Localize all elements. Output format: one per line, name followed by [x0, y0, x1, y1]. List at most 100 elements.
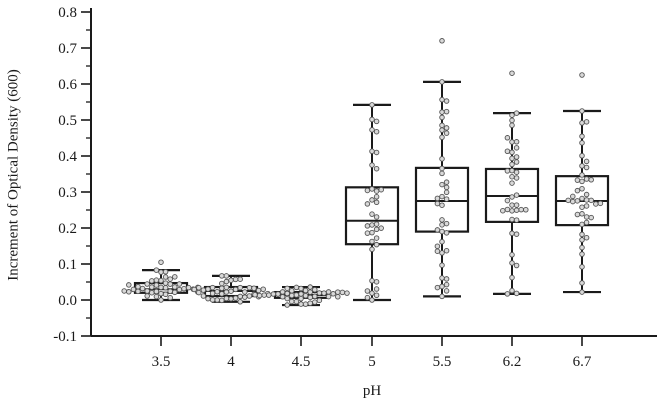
data-point	[579, 204, 585, 210]
data-point	[509, 230, 515, 237]
data-point	[439, 193, 445, 200]
data-point	[261, 292, 267, 298]
data-point	[214, 288, 220, 295]
data-point	[275, 291, 281, 297]
data-point	[172, 289, 178, 296]
data-point	[574, 187, 581, 194]
data-point	[223, 289, 230, 295]
data-point	[443, 130, 450, 136]
data-point	[246, 284, 253, 291]
y-tick-label: 0.0	[58, 293, 77, 309]
data-point	[369, 186, 375, 192]
data-point	[443, 108, 450, 115]
data-point	[513, 154, 520, 160]
outlier-point	[439, 38, 445, 44]
data-point	[144, 293, 150, 299]
box-group-ph-4	[191, 273, 271, 305]
data-point	[232, 276, 239, 283]
x-tick-label: 5	[368, 354, 376, 370]
data-point	[200, 287, 207, 293]
data-point	[284, 295, 290, 302]
data-point	[570, 193, 576, 200]
data-point	[252, 291, 258, 298]
data-point	[176, 286, 183, 293]
data-point	[373, 214, 380, 220]
x-tick-label: 4	[227, 354, 235, 370]
data-point	[312, 286, 318, 293]
x-tick-label: 3.5	[152, 354, 171, 370]
data-point	[443, 184, 450, 191]
data-point	[364, 187, 371, 194]
y-tick-label: 0.5	[58, 113, 77, 129]
box-group-ph-5	[344, 102, 400, 303]
y-axis: -0.1 0.0 0.1 0.2 0.3 0.4 0.5 0.6 0.7 0.8	[53, 5, 92, 345]
data-point	[565, 197, 571, 204]
data-point	[579, 178, 585, 185]
data-point	[339, 289, 346, 296]
data-point	[284, 302, 290, 308]
data-point	[583, 164, 590, 171]
data-point	[439, 170, 445, 177]
data-point	[369, 222, 375, 228]
data-point	[504, 148, 511, 155]
data-point	[443, 220, 450, 227]
data-point	[144, 288, 150, 294]
data-point	[509, 260, 515, 266]
data-point	[369, 278, 375, 284]
data-point	[373, 194, 380, 200]
data-point	[579, 152, 585, 159]
data-point	[293, 284, 300, 291]
data-point	[513, 110, 520, 116]
data-point	[513, 175, 520, 181]
data-point	[335, 289, 341, 295]
data-point	[209, 284, 216, 291]
data-point	[256, 292, 263, 299]
data-point	[237, 276, 243, 282]
data-point	[588, 177, 594, 183]
data-point	[579, 237, 585, 243]
data-point	[439, 228, 445, 235]
data-point	[509, 274, 515, 281]
data-point	[302, 287, 309, 294]
data-point	[369, 246, 375, 253]
data-point	[153, 277, 160, 283]
data-point	[167, 276, 173, 282]
data-point	[373, 279, 380, 285]
data-point	[513, 202, 520, 208]
data-point	[158, 284, 164, 291]
data-point	[135, 284, 141, 290]
data-point	[570, 198, 576, 205]
data-point	[209, 290, 216, 297]
data-point	[302, 292, 309, 299]
data-point	[246, 293, 253, 299]
data-point	[373, 286, 380, 292]
data-point	[158, 297, 164, 303]
data-point	[504, 206, 511, 213]
data-point	[214, 297, 220, 303]
data-point	[439, 202, 445, 208]
data-point	[219, 280, 225, 287]
data-point	[434, 200, 441, 207]
data-point	[369, 290, 375, 296]
data-point	[167, 288, 173, 295]
data-point	[200, 293, 207, 299]
data-point	[583, 219, 590, 226]
data-point	[579, 211, 585, 217]
data-point	[172, 284, 178, 290]
data-point	[369, 162, 375, 168]
data-point	[284, 290, 290, 297]
data-point	[434, 227, 441, 233]
data-point	[307, 289, 313, 295]
data-point	[439, 109, 445, 115]
data-point	[373, 149, 380, 156]
data-point	[439, 181, 445, 188]
data-point	[279, 294, 286, 300]
data-point	[579, 289, 585, 295]
y-tick-label: 0.1	[58, 257, 77, 273]
data-point	[593, 201, 599, 207]
data-point	[223, 273, 230, 279]
data-point	[509, 112, 515, 118]
data-point	[504, 197, 511, 204]
data-point	[242, 289, 248, 295]
y-tick-label: 0.2	[58, 221, 77, 237]
